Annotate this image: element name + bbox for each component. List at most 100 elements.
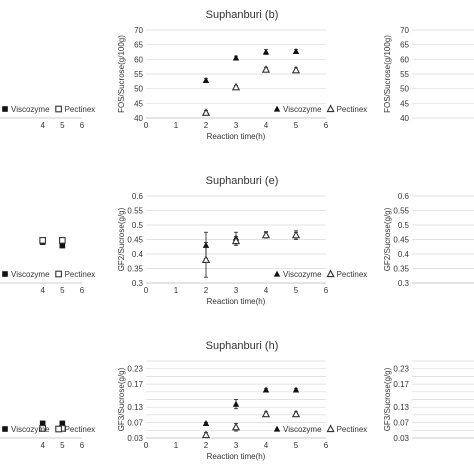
y-tick-label: 65 [134,41,143,50]
y-tick-label: 0.4 [398,250,410,259]
legend: Viscozyme Pectinex [2,425,95,434]
data-point-pectinex [201,255,211,263]
x-tick-label: 6 [324,121,329,130]
y-tick-label: 0.5 [132,221,144,230]
legend-marker [273,425,281,432]
y-tick-label: 0.6 [132,192,144,201]
data-point-viscozyme [39,420,46,427]
data-point-viscozyme [59,242,66,249]
legend-marker [326,269,335,278]
legend-label: Viscozyme [283,105,322,114]
legend-marker [2,106,8,112]
x-tick-label: 4 [40,286,45,295]
x-tick-label: 4 [264,121,269,130]
y-tick-label: 55 [400,70,409,79]
chart-title: Suphanburi (b) [206,9,279,21]
data-point-pectinex [201,108,211,116]
y-tick-label: 0.13 [127,403,143,412]
legend-marker [273,270,281,277]
legend-label: Pectinex [65,270,96,279]
y-tick-label: 40 [134,114,143,123]
x-tick-label: 0 [144,441,149,450]
y-tick-label: 60 [400,55,409,64]
x-tick-label: 4 [40,121,45,130]
y-axis-label: GF2/Sucrose(g/g) [117,207,126,271]
legend: Viscozyme Pectinex [2,270,95,279]
data-point-viscozyme [292,48,300,55]
y-tick-label: 0.6 [398,192,410,201]
legend-label: Pectinex [65,425,96,434]
y-tick-label: 0.35 [393,265,409,274]
y-tick-label: 65 [400,41,409,50]
data-point-pectinex [231,422,241,431]
data-point-pectinex [291,65,301,74]
y-tick-label: 60 [134,55,143,64]
data-point-pectinex [58,237,66,244]
legend-marker [55,270,62,278]
x-tick-label: 6 [324,286,329,295]
chart-left-row1: 4 5 6 Viscozyme Pectinex [0,105,95,130]
x-tick-label: 6 [80,441,85,450]
x-tick-label: 3 [234,286,239,295]
data-point-viscozyme [232,54,240,61]
data-point-viscozyme [262,386,270,393]
x-tick-label: 6 [80,286,85,295]
x-tick-label: 0 [144,121,149,130]
x-tick-label: 4 [40,441,45,450]
x-tick-label: 5 [294,286,299,295]
y-tick-label: 0.13 [393,403,409,412]
y-tick-label: 45 [400,99,409,108]
y-tick-label: 40 [400,114,409,123]
x-tick-label: 5 [60,441,65,450]
y-tick-label: 0.07 [127,419,143,428]
legend-marker [326,424,335,433]
data-point-pectinex [201,430,211,439]
y-tick-label: 0.07 [393,419,409,428]
x-tick-label: 0 [144,286,149,295]
y-axis-label: GF3/Sucrose(g/g) [117,367,126,431]
x-tick-label: 1 [174,286,179,295]
data-point-viscozyme [232,400,240,407]
chart-center-row3: Suphanburi (h) 0.03 0.07 0.13 0.17 0.23 0 1 2 3 4 5… [117,340,367,461]
legend-marker [326,104,335,113]
chart-right-row1: 40 45 50 55 60 65 70 FOS/Sucrose(g/100g) [383,26,474,123]
legend-label: Viscozyme [283,425,322,434]
legend: Viscozyme Pectinex [2,105,95,114]
y-tick-label: 0.23 [393,365,409,374]
chart-left-row2: 4 5 6 Viscozyme Pectinex [0,237,95,295]
x-tick-label: 1 [174,441,179,450]
y-tick-label: 50 [400,85,409,94]
legend-marker [2,271,8,277]
y-tick-label: 0.35 [127,265,143,274]
chart-center-row2: Suphanburi (e) 0.3 0.35 0.4 0.45 0.5 0.55 0.6 0 1… [117,175,367,306]
legend: Viscozyme Pectinex [273,424,368,434]
x-tick-label: 3 [234,441,239,450]
legend-label: Viscozyme [11,105,50,114]
y-tick-label: 0.4 [132,250,144,259]
data-point-viscozyme [262,48,270,55]
y-tick-label: 45 [134,99,143,108]
y-tick-label: 0.17 [127,380,143,389]
x-axis-label: Reaction time(h) [207,297,266,306]
legend-marker [2,426,8,432]
y-tick-label: 55 [134,70,143,79]
legend-marker [273,105,281,112]
x-tick-label: 2 [204,121,209,130]
y-tick-label: 0.55 [393,207,409,216]
chart-left-row3: 4 5 6 Viscozyme Pectinex [0,420,95,450]
x-tick-label: 5 [294,441,299,450]
y-tick-label: 0.5 [398,221,410,230]
x-axis-label: Reaction time(h) [207,132,266,141]
data-point-pectinex [261,65,271,73]
legend: Viscozyme Pectinex [273,104,367,114]
data-point-viscozyme [202,77,210,84]
data-point-pectinex [39,425,47,432]
legend-label: Pectinex [337,425,368,434]
y-tick-label: 0.03 [127,434,143,443]
y-tick-label: 70 [134,26,143,35]
chart-right-row2: 0.3 0.35 0.4 0.45 0.5 0.55 0.6 GF2/Sucrose(g/g) [383,192,474,288]
y-tick-label: 0.17 [393,380,409,389]
data-point-pectinex [261,230,271,239]
